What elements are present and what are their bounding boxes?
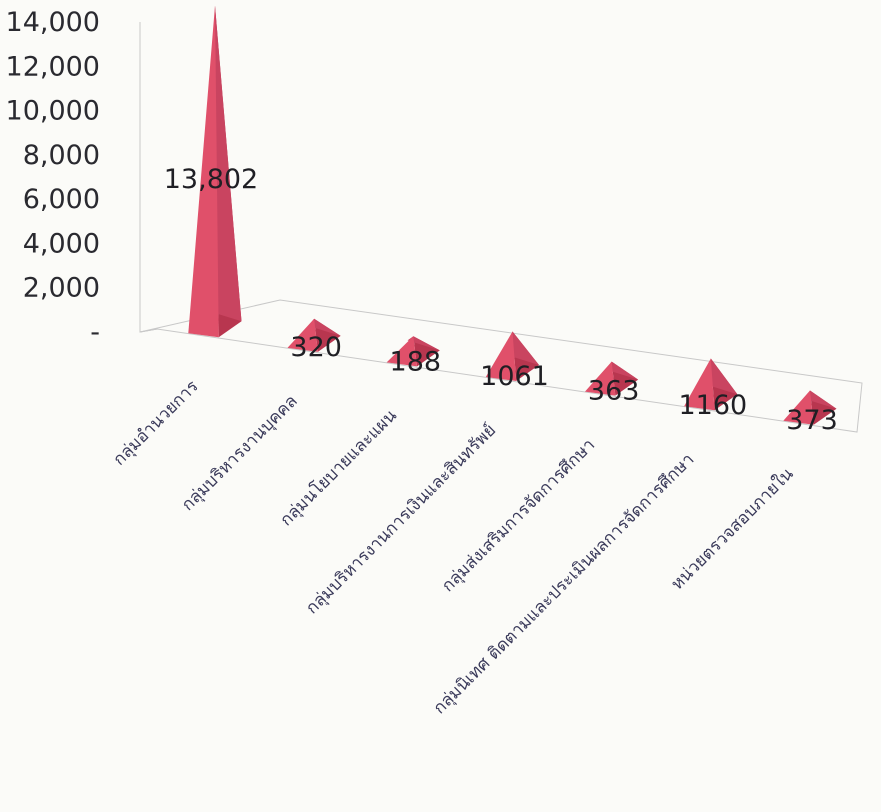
data-label: 373: [786, 405, 838, 436]
back-wall-edge: [139, 22, 158, 333]
data-label: 13,802: [164, 164, 258, 195]
x-category-label: หน่วยตรวจสอบภายใน: [667, 463, 798, 594]
y-tick-label: 8,000: [23, 140, 100, 171]
y-tick-label: 10,000: [6, 96, 100, 127]
pyramid-front-face: [386, 336, 418, 367]
x-category-label: กลุ่มนโยบายและแผน: [276, 405, 401, 530]
data-labels: 13,802 320 188 1061 363 1160 373: [164, 164, 838, 436]
y-tick-label: 4,000: [23, 228, 100, 259]
pyramid-back-face: [506, 331, 539, 366]
pyramid-back-face: [407, 336, 440, 351]
pyramid-front-face: [684, 358, 715, 411]
x-category-label: กลุ่มนิเทศ ติดตามและประเมินผลการจัดการศึ…: [430, 450, 699, 719]
y-tick-label: 2,000: [23, 273, 100, 304]
x-category-label: กลุ่มบริหารงานบุคคล: [178, 391, 302, 515]
x-category-label: กลุ่มบริหารงานการเงินและสินทรัพย์: [302, 420, 500, 618]
pyramid-back-face: [705, 358, 738, 395]
pyramid-front-face: [287, 318, 318, 352]
floor: [139, 299, 863, 433]
x-category-label: กลุ่มอำนวยการ: [109, 377, 202, 470]
data-label: 363: [588, 376, 640, 407]
y-tick-label: 6,000: [23, 184, 100, 215]
data-label: 188: [390, 346, 442, 377]
y-axis: - 2,000 4,000 6,000 8,000 10,000 12,000 14,000: [6, 7, 100, 348]
pyramid-front-face: [188, 5, 219, 338]
data-label: 320: [290, 332, 342, 363]
data-label: 1160: [678, 390, 747, 421]
bars: [188, 5, 837, 425]
pyramid-front-face: [485, 331, 517, 382]
y-tick-label: -: [90, 317, 100, 348]
pyramid-front-face: [783, 390, 814, 425]
pyramid-front-face: [584, 361, 616, 396]
pyramid-back-face: [605, 361, 639, 380]
data-label: 1061: [480, 361, 549, 392]
y-tick-label: 14,000: [6, 7, 100, 38]
chart-walls: [139, 22, 863, 433]
x-axis: กลุ่มอำนวยการกลุ่มบริหารงานบุคคลกลุ่มนโย…: [109, 377, 797, 719]
pyramid-back-face: [804, 390, 837, 409]
y-tick-label: 12,000: [6, 51, 100, 82]
pyramid-back-face: [308, 318, 341, 336]
